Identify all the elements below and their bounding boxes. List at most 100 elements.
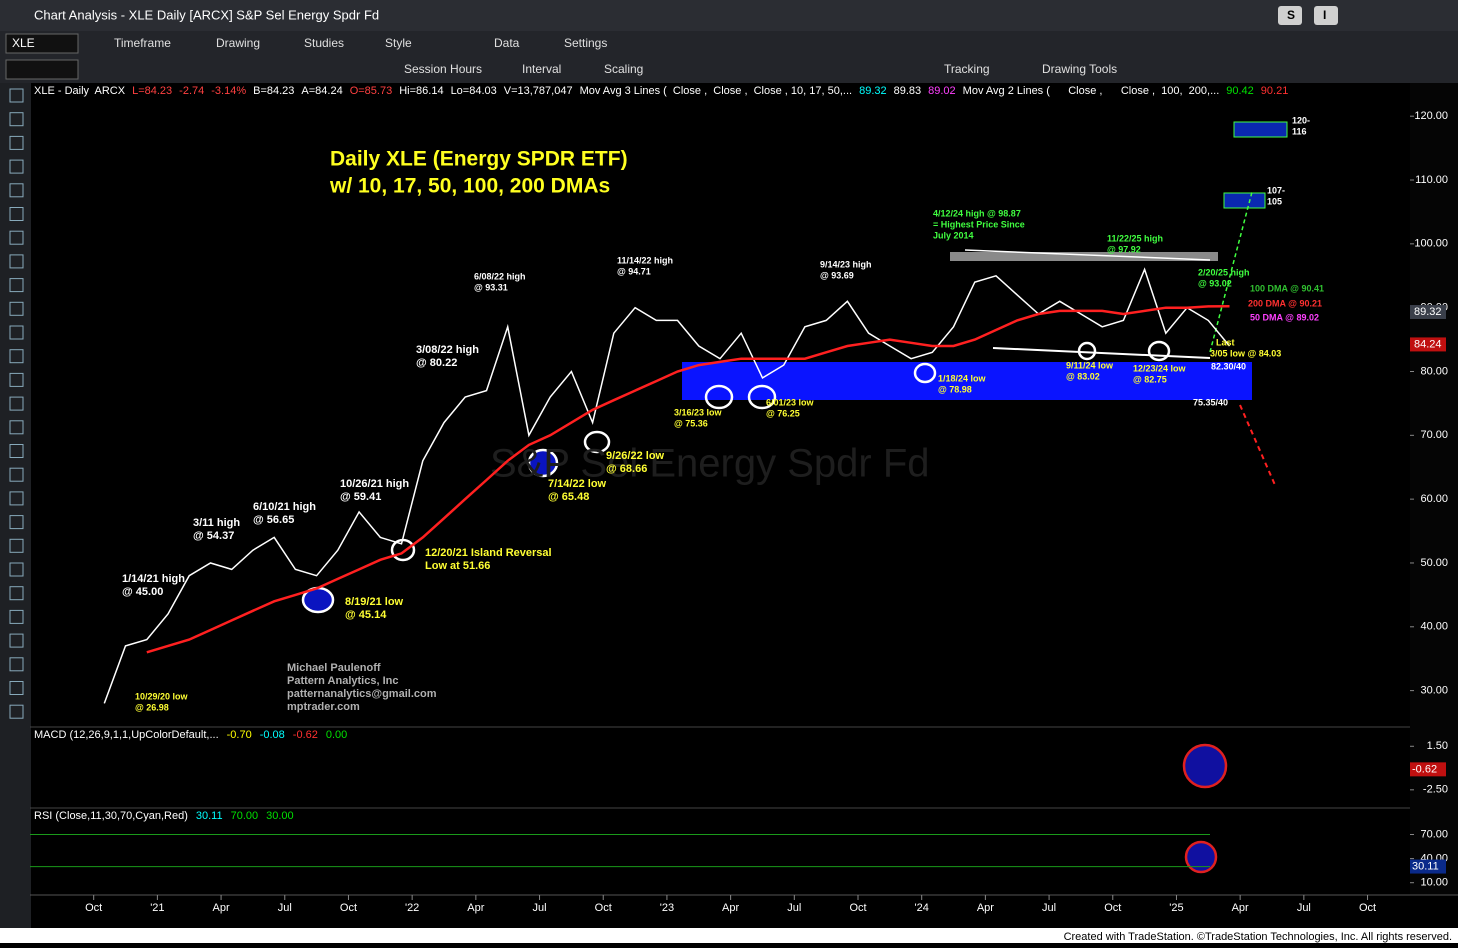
value-tag bbox=[1410, 762, 1446, 777]
rsi-label: RSI (Close,11,30,70,Cyan,Red) bbox=[34, 810, 188, 822]
tool-icon[interactable] bbox=[9, 207, 24, 221]
status-item: Hi=86.14 bbox=[399, 85, 443, 97]
circle bbox=[913, 362, 937, 384]
status-item: Lo=84.03 bbox=[451, 85, 497, 97]
toolbar-button[interactable]: Timeframe bbox=[114, 36, 171, 50]
status-item: B=84.23 bbox=[253, 85, 294, 97]
annotation: 6/10/21 high bbox=[253, 501, 316, 513]
tool-icon[interactable] bbox=[9, 562, 24, 577]
tool-icon[interactable] bbox=[9, 444, 24, 458]
annotation: = Highest Price Since bbox=[933, 219, 1025, 229]
annotation: @ 83.02 bbox=[1066, 371, 1100, 381]
annotation: @ 56.65 bbox=[253, 514, 294, 526]
annotation: @ 54.37 bbox=[193, 530, 234, 542]
annotation: July 2014 bbox=[933, 230, 974, 240]
target-box bbox=[1223, 192, 1266, 209]
annotation: 105 bbox=[1267, 196, 1282, 206]
annotation: 3/11 high bbox=[193, 517, 240, 529]
rsi-reading: 30.00 bbox=[266, 810, 294, 822]
symbol-box[interactable] bbox=[5, 59, 79, 80]
toolbar-button[interactable]: Style bbox=[385, 36, 412, 50]
tool-icon[interactable] bbox=[9, 657, 24, 672]
tool-icon[interactable] bbox=[9, 183, 24, 198]
symbol-box[interactable] bbox=[5, 33, 79, 54]
toolbar-button[interactable]: Interval bbox=[522, 62, 561, 76]
macd-reading: -0.70 bbox=[227, 729, 252, 741]
tool-icon[interactable] bbox=[9, 538, 24, 553]
x-tick-label: '25 bbox=[1169, 902, 1183, 914]
window-button-label: S bbox=[1287, 8, 1295, 22]
toolbar-button[interactable]: Drawing bbox=[216, 36, 260, 50]
macd-reading: -0.08 bbox=[260, 729, 285, 741]
tool-icon[interactable] bbox=[9, 135, 24, 150]
price-tag-label: 84.24 bbox=[1414, 338, 1442, 350]
price-tag bbox=[1410, 337, 1446, 352]
annotation: Last bbox=[1216, 337, 1235, 347]
tool-icon[interactable] bbox=[9, 278, 24, 293]
tool-icon[interactable] bbox=[9, 704, 24, 719]
annotation: @ 75.36 bbox=[674, 418, 708, 428]
annotation: @ 45.14 bbox=[345, 609, 387, 621]
y-tick-label: 50.00 bbox=[1420, 557, 1448, 569]
tool-icon[interactable] bbox=[9, 325, 24, 340]
window-title: Chart Analysis - XLE Daily [ARCX] S&P Se… bbox=[34, 7, 379, 22]
price-axis bbox=[1410, 83, 1458, 895]
tool-column bbox=[0, 83, 31, 928]
tool-icon[interactable] bbox=[9, 609, 24, 624]
annotation: 11/14/22 high bbox=[617, 255, 673, 265]
resistance-zone bbox=[950, 252, 1218, 261]
tool-icon[interactable] bbox=[9, 396, 24, 411]
tool-icon[interactable] bbox=[9, 349, 24, 364]
target-box bbox=[1233, 121, 1288, 138]
x-tick-label: Apr bbox=[722, 902, 739, 914]
tool-icon[interactable] bbox=[9, 681, 24, 695]
tool-icon[interactable] bbox=[9, 515, 24, 530]
circle bbox=[1184, 840, 1218, 874]
toolbar-button[interactable]: Session Hours bbox=[404, 62, 482, 76]
window-button-label: I bbox=[1323, 8, 1326, 22]
tool-icon[interactable] bbox=[9, 254, 24, 269]
tool-icon[interactable] bbox=[9, 420, 24, 435]
title-bar bbox=[0, 0, 1458, 31]
toolbar-button[interactable]: Tracking bbox=[944, 62, 990, 76]
x-tick-label: Jul bbox=[1297, 902, 1311, 914]
annotation: 107- bbox=[1267, 185, 1285, 195]
tool-icon[interactable] bbox=[9, 301, 24, 316]
value-tag-label: -0.62 bbox=[1412, 763, 1437, 775]
annotation: Michael Paulenoff bbox=[287, 662, 381, 674]
annotation: @ 80.22 bbox=[416, 357, 457, 369]
y-tick-label: 10.00 bbox=[1420, 877, 1448, 889]
macd-label: MACD (12,26,9,1,1,UpColorDefault,... bbox=[34, 729, 219, 741]
annotation: 6/08/22 high bbox=[474, 271, 526, 281]
price-tag bbox=[1410, 305, 1446, 320]
status-item: V=13,787,047 bbox=[504, 85, 573, 97]
tool-icon[interactable] bbox=[9, 112, 24, 127]
tool-icon[interactable] bbox=[9, 88, 24, 103]
toolbar-button[interactable]: Data bbox=[494, 36, 520, 50]
tool-icon[interactable] bbox=[9, 633, 24, 648]
tool-icon[interactable] bbox=[9, 230, 24, 245]
tool-icon[interactable] bbox=[9, 372, 24, 387]
annotation: @ 93.69 bbox=[820, 270, 854, 280]
y-tick-label: 120.00 bbox=[1414, 110, 1448, 122]
toolbar-button[interactable]: Scaling bbox=[604, 62, 643, 76]
x-tick-label: Jul bbox=[533, 902, 547, 914]
annotation: 10/29/20 low bbox=[135, 691, 189, 701]
annotation: @ 78.98 bbox=[938, 384, 972, 394]
toolbar-button[interactable]: Studies bbox=[304, 36, 344, 50]
tool-icon[interactable] bbox=[9, 159, 24, 174]
toolbar-button[interactable]: Settings bbox=[564, 36, 607, 50]
tool-icon[interactable] bbox=[9, 586, 24, 601]
x-tick-label: Apr bbox=[213, 902, 230, 914]
window-button[interactable] bbox=[1278, 6, 1302, 25]
toolbar-button[interactable]: Drawing Tools bbox=[1042, 62, 1117, 76]
tool-icon[interactable] bbox=[9, 491, 24, 506]
annotation: 4/12/24 high @ 98.87 bbox=[933, 208, 1021, 218]
annotation: 100 DMA @ 90.41 bbox=[1250, 283, 1324, 293]
annotation: @ 45.00 bbox=[122, 586, 163, 598]
y-tick-label: 60.00 bbox=[1420, 493, 1448, 505]
tool-icon[interactable] bbox=[9, 467, 24, 482]
status-item: 89.02 bbox=[928, 85, 956, 97]
window-button[interactable] bbox=[1314, 6, 1338, 25]
status-item: 90.21 bbox=[1261, 85, 1289, 97]
